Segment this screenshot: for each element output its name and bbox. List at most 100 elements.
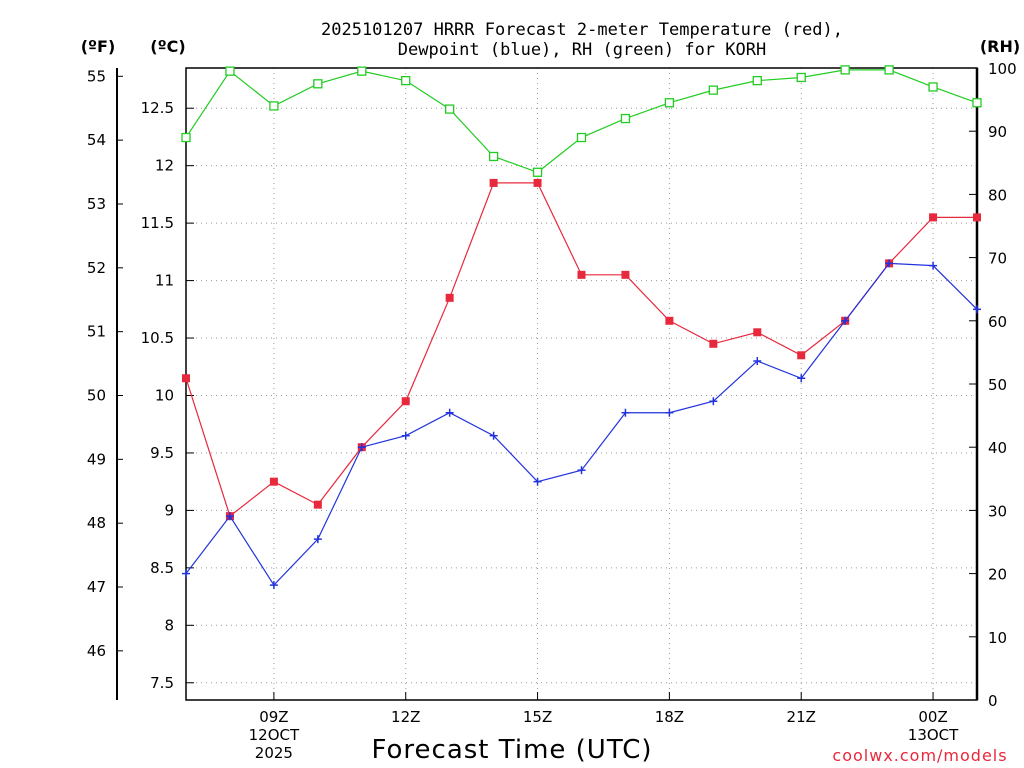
fahrenheit-tick-label: 51 — [87, 323, 106, 341]
temperature-point — [709, 339, 718, 348]
fahrenheit-tick-label: 53 — [87, 195, 106, 213]
chart-title-line1: 2025101207 HRRR Forecast 2-meter Tempera… — [321, 20, 843, 40]
celsius-tick-label: 7.5 — [150, 674, 174, 692]
x-tick-label: 09Z — [259, 708, 288, 726]
celsius-tick-label: 10 — [155, 386, 174, 404]
rh-point — [532, 167, 543, 177]
temperature-point — [269, 477, 278, 486]
dewpoint-point — [973, 305, 981, 314]
x-tick-label: 12OCT — [249, 726, 300, 744]
dewpoint-point — [445, 408, 454, 417]
rh-point — [840, 65, 850, 75]
x-tick-label: 15Z — [523, 708, 552, 726]
dewpoint-point — [709, 397, 718, 406]
celsius-tick-label: 12.5 — [141, 99, 174, 117]
celsius-unit-label: (ºC) — [150, 37, 185, 56]
x-tick-label: 13OCT — [908, 726, 959, 744]
rh-point — [620, 113, 631, 124]
dewpoint-point — [182, 569, 190, 578]
celsius-tick-label: 9 — [164, 501, 174, 519]
dewpoint-point — [621, 408, 630, 417]
celsius-tick-label: 8 — [164, 616, 174, 634]
temperature-point — [182, 374, 190, 383]
dewpoint-point — [929, 261, 938, 270]
temperature-point — [445, 293, 454, 302]
celsius-tick-label: 11 — [155, 272, 174, 290]
rh-point — [181, 132, 191, 143]
rh-point — [445, 104, 455, 114]
rh-point — [752, 75, 762, 86]
x-tick-label: 12Z — [391, 708, 420, 726]
fahrenheit-tick-label: 48 — [87, 514, 106, 532]
x-tick-label: 00Z — [918, 708, 947, 726]
fahrenheit-tick-label: 47 — [87, 578, 106, 596]
temperature-point — [621, 270, 630, 279]
temperature-point — [313, 500, 322, 509]
rh-tick-label: 30 — [988, 502, 1007, 520]
rh-point — [313, 79, 323, 89]
dewpoint-point — [797, 374, 806, 383]
rh-point — [928, 82, 938, 92]
rh-tick-label: 100 — [988, 60, 1017, 78]
rh-tick-label: 70 — [988, 250, 1007, 268]
temperature-point — [797, 351, 806, 360]
dewpoint-point — [533, 477, 542, 486]
temperature-point — [665, 316, 674, 325]
celsius-tick-label: 8.5 — [150, 559, 174, 577]
dewpoint-point — [753, 357, 762, 366]
rh-tick-label: 20 — [988, 566, 1007, 584]
dewpoint-point — [269, 581, 278, 590]
data-series — [181, 65, 982, 590]
rh-point — [357, 66, 367, 76]
gridlines — [186, 68, 977, 700]
fahrenheit-unit-label: (ºF) — [81, 37, 116, 56]
x-tick-label: 21Z — [787, 708, 816, 726]
x-tick-label: 18Z — [655, 708, 684, 726]
rh-point — [972, 98, 982, 108]
rh-tick-label: 90 — [988, 123, 1007, 141]
axes: 7.5 8 8.5 9 9.5 10 10.5 11 11.5 12 12.5 46 47 48 49 50 5… — [87, 60, 1017, 762]
rh-point — [708, 85, 718, 95]
fahrenheit-tick-label: 55 — [87, 67, 106, 85]
temperature-line — [185, 182, 977, 518]
temperature-point — [973, 213, 981, 222]
fahrenheit-tick-label: 52 — [87, 259, 106, 277]
dewpoint-point — [577, 466, 586, 475]
fahrenheit-tick-label: 46 — [87, 642, 106, 660]
celsius-tick-label: 10.5 — [141, 329, 174, 347]
rh-point — [488, 151, 499, 162]
dewpoint-point — [357, 443, 366, 452]
rh-tick-label: 50 — [988, 376, 1007, 394]
credit-text: coolwx.com/models — [832, 746, 1007, 765]
plot-frame — [185, 67, 978, 701]
rh-point — [576, 132, 587, 143]
x-tick-label: 2025 — [255, 744, 293, 762]
dewpoint-point — [885, 259, 894, 268]
dewpoint-line — [185, 262, 978, 587]
rh-point — [401, 75, 411, 86]
rh-point — [884, 65, 894, 75]
dewpoint-point — [225, 512, 234, 521]
temperature-point — [577, 270, 586, 279]
rh-point — [664, 98, 675, 108]
series-dewpoint — [182, 259, 981, 590]
fahrenheit-tick-label: 49 — [87, 450, 106, 468]
rh-point — [269, 101, 279, 111]
temperature-point — [401, 397, 410, 406]
celsius-tick-label: 9.5 — [150, 444, 174, 462]
rh-unit-label: (RH) — [980, 37, 1020, 56]
celsius-tick-label: 12 — [155, 157, 174, 175]
temperature-point — [533, 178, 542, 187]
dewpoint-point — [401, 431, 410, 440]
temperature-point — [929, 213, 938, 222]
rh-line — [185, 69, 978, 173]
temperature-point — [489, 178, 498, 187]
dewpoint-point — [489, 431, 498, 440]
fahrenheit-tick-label: 54 — [87, 131, 106, 149]
temperature-point — [753, 328, 762, 337]
chart-title-line2: Dewpoint (blue), RH (green) for KORH — [398, 40, 766, 60]
x-axis-label: Forecast Time (UTC) — [371, 735, 652, 765]
rh-tick-label: 60 — [988, 313, 1007, 331]
rh-tick-label: 80 — [988, 186, 1007, 204]
